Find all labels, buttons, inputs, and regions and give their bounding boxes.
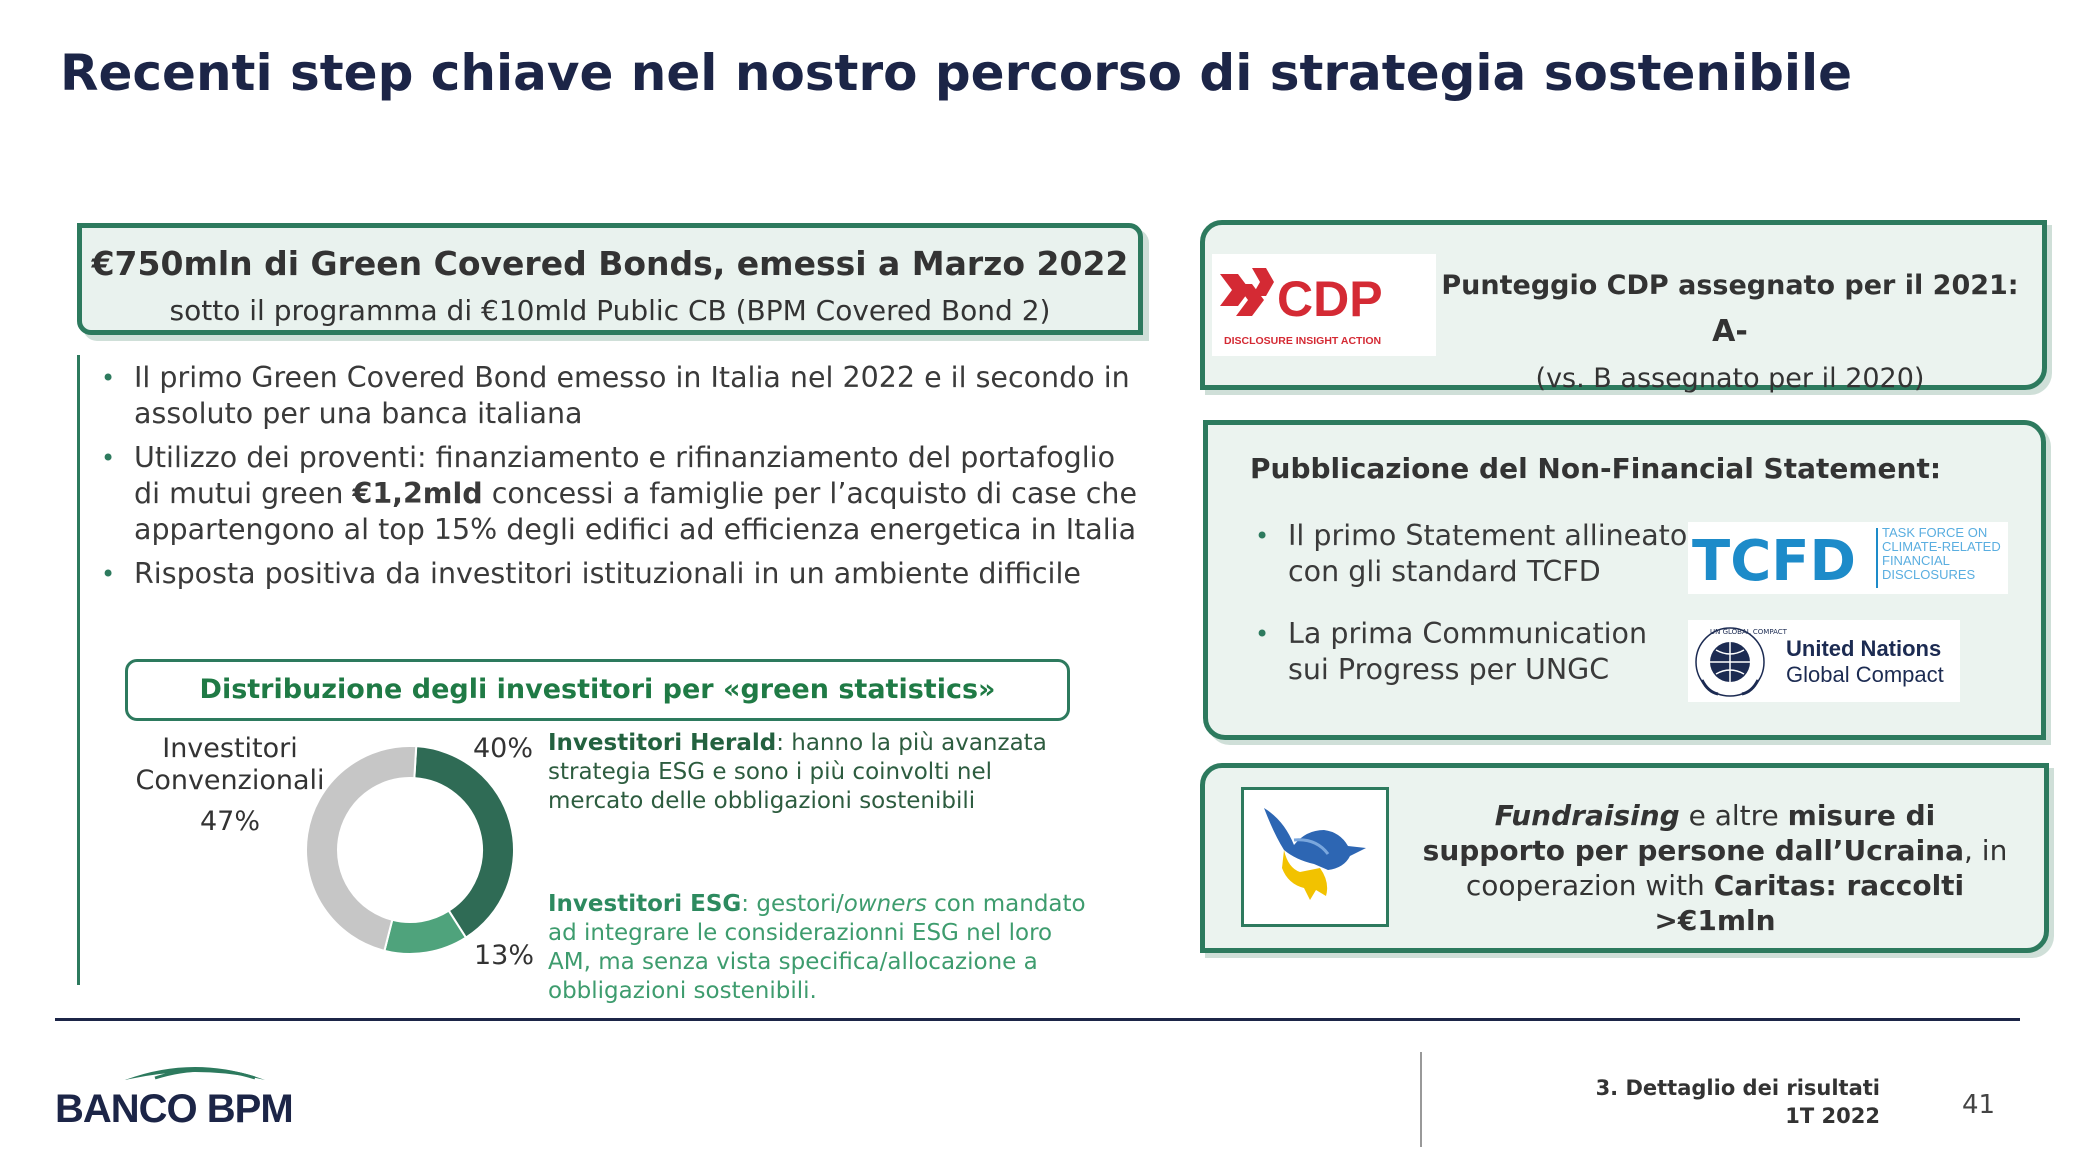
footer-separator xyxy=(1420,1052,1422,1147)
donut-slice-investitori-herald xyxy=(413,745,515,940)
ukraine-support-text: Fundraising e altre misure di supporto p… xyxy=(1422,799,2008,937)
bond-subheading: sotto il programma di €10mld Public CB (… xyxy=(169,294,1051,327)
bullet-item: • Utilizzo dei proventi: finanziamento e … xyxy=(101,441,1138,546)
left-accent-rule xyxy=(77,355,80,985)
green-bond-box: €750mln di Green Covered Bonds, emessi a… xyxy=(77,223,1143,335)
logo-arc-icon xyxy=(125,1067,265,1080)
nfs-bullet-list: • Il primo Statement allineato con gli st… xyxy=(1250,518,1690,714)
cdp-tagline: DISCLOSURE INSIGHT ACTION xyxy=(1224,335,1381,347)
bullet-dot-icon: • xyxy=(101,364,116,392)
bullet-dot-icon: • xyxy=(101,444,116,472)
page-title: Recenti step chiave nel nostro percorso … xyxy=(60,44,1853,102)
page-number: 41 xyxy=(1962,1090,1996,1120)
cdp-score-value: A- xyxy=(1712,314,1748,349)
footer-rule xyxy=(55,1018,2020,1021)
bond-heading: €750mln di Green Covered Bonds, emessi a… xyxy=(91,244,1129,283)
ungc-line2: Global Compact xyxy=(1786,662,1944,687)
esg-investors-description: Investitori ESG: gestori/owners con mand… xyxy=(548,891,1086,1004)
cdp-logo: CDP DISCLOSURE INSIGHT ACTION xyxy=(1212,254,1436,356)
ungc-line1: United Nations xyxy=(1786,636,1941,661)
svg-text:UN GLOBAL COMPACT: UN GLOBAL COMPACT xyxy=(1710,628,1788,636)
tcfd-tagline: TASK FORCE ON CLIMATE-RELATED FINANCIAL … xyxy=(1882,526,2001,582)
investor-donut-chart xyxy=(305,745,515,955)
conventional-investors-label: Investitori Convenzionali xyxy=(135,733,325,796)
cdp-wordmark: CDP xyxy=(1277,271,1383,327)
bullet-item: • Risposta positiva da investitori istitu… xyxy=(101,557,1081,590)
footer-section-label: 3. Dettaglio dei risultati 1T 2022 xyxy=(1595,1076,1880,1128)
herald-investors-description: Investitori Herald: hanno la più avanzat… xyxy=(548,730,1047,814)
laurel-icon xyxy=(1700,679,1760,696)
bank-wordmark: BANCO BPM xyxy=(55,1087,293,1128)
bullet-dot-icon: • xyxy=(1255,522,1270,550)
dove-icon xyxy=(1264,808,1366,900)
donut-slice-investitori-convenzionali xyxy=(305,745,418,953)
cdp-score-text: Punteggio CDP assegnato per il 2021: A- … xyxy=(1441,270,2019,394)
herald-pct-label: 40% xyxy=(473,733,534,764)
cdp-mark-icon: CDP DISCLOSURE INSIGHT ACTION xyxy=(1220,268,1383,347)
tcfd-wordmark: TCFD xyxy=(1692,529,1856,594)
esg-pct-label: 13% xyxy=(474,940,535,971)
ukraine-dove-image xyxy=(1241,787,1389,927)
distribution-title: Distribuzione degli investitori per «gre… xyxy=(125,659,1070,721)
tcfd-logo: TCFD TASK FORCE ON CLIMATE-RELATED FINAN… xyxy=(1688,522,2008,594)
bullet-dot-icon: • xyxy=(101,560,116,588)
nfs-title: Pubblicazione del Non-Financial Statemen… xyxy=(1250,452,1942,485)
conventional-pct-label: 47% xyxy=(200,806,261,837)
banco-bpm-logo: BANCO BPM xyxy=(55,1058,315,1132)
bullet-item: • La prima Communication sui Progress per… xyxy=(1255,617,1648,686)
bond-bullet-list: • Il primo Green Covered Bond emesso in I… xyxy=(96,360,1141,600)
bullet-dot-icon: • xyxy=(1255,620,1270,648)
ungc-logo: UN GLOBAL COMPACT United Nations Global … xyxy=(1688,620,1960,702)
donut-slice-investitori-esg xyxy=(383,909,468,955)
bullet-item: • Il primo Green Covered Bond emesso in I… xyxy=(101,361,1130,430)
bullet-item: • Il primo Statement allineato con gli st… xyxy=(1255,519,1688,588)
